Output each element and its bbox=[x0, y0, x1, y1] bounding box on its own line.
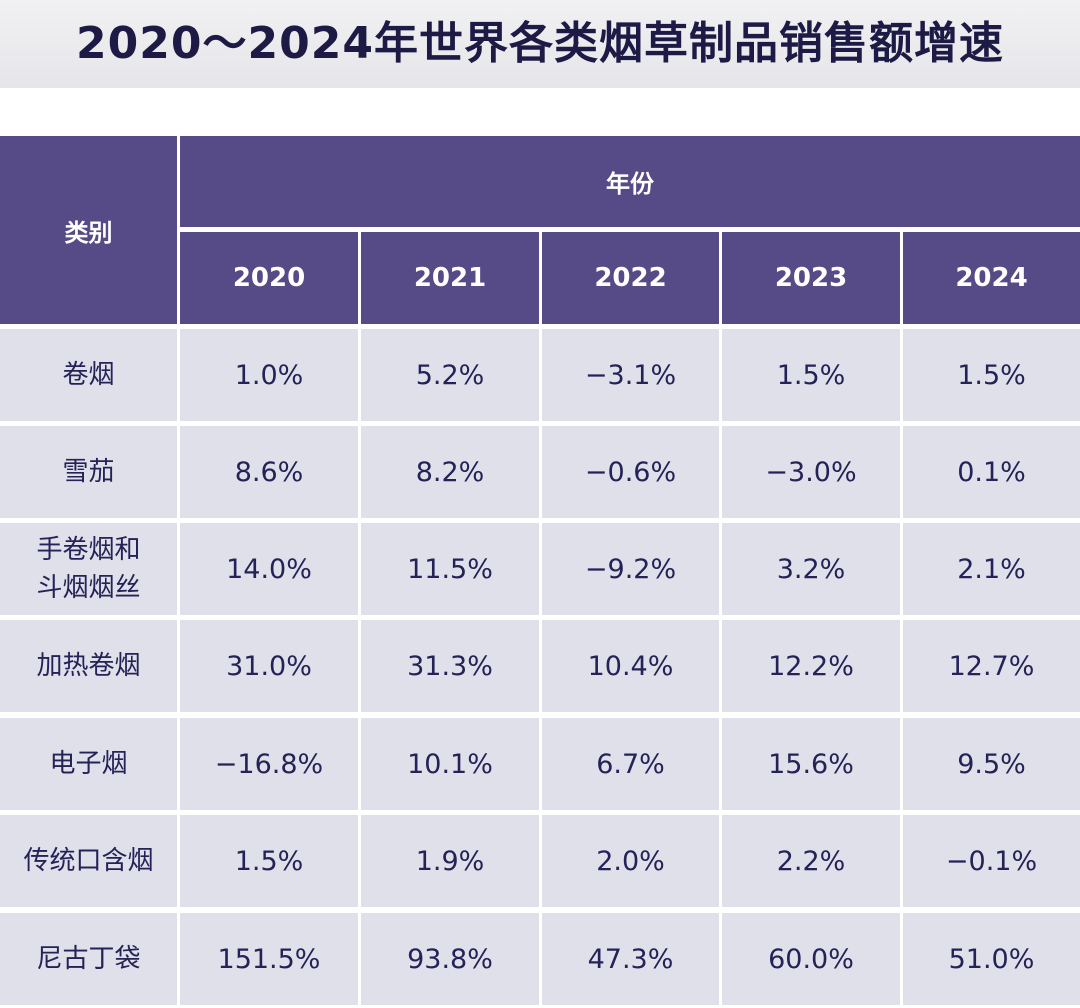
year-header: 2022 bbox=[542, 232, 719, 324]
category-label: 雪茄 bbox=[62, 453, 114, 491]
category-label-line: 尼古丁袋 bbox=[36, 944, 141, 974]
value-cell: 1.9% bbox=[361, 815, 539, 907]
value-cell: −0.6% bbox=[542, 426, 719, 518]
value-cell: 10.4% bbox=[542, 620, 719, 712]
value-cell: 8.6% bbox=[180, 426, 358, 518]
value-cell: 51.0% bbox=[903, 913, 1080, 1005]
category-cell: 尼古丁袋 bbox=[0, 913, 177, 1005]
value-cell: −3.0% bbox=[722, 426, 900, 518]
value-cell: 9.5% bbox=[903, 718, 1080, 810]
value-cell: 15.6% bbox=[722, 718, 900, 810]
value-cell: 3.2% bbox=[722, 523, 900, 615]
year-header: 2020 bbox=[180, 232, 358, 324]
category-label-line: 斗烟烟丝 bbox=[36, 573, 141, 603]
value-cell: 2.0% bbox=[542, 815, 719, 907]
year-header: 2021 bbox=[361, 232, 539, 324]
category-label-line: 雪茄 bbox=[62, 457, 115, 487]
value-cell: 12.7% bbox=[903, 620, 1080, 712]
title-band bbox=[0, 0, 1080, 88]
value-cell: 47.3% bbox=[542, 913, 719, 1005]
category-label-line: 加热卷烟 bbox=[36, 651, 141, 681]
category-label-line: 卷烟 bbox=[62, 360, 115, 390]
value-cell: 1.5% bbox=[180, 815, 358, 907]
category-header: 类别 bbox=[0, 136, 177, 324]
category-label: 电子烟 bbox=[49, 745, 127, 783]
category-label: 传统口含烟 bbox=[23, 842, 153, 880]
value-cell: −9.2% bbox=[542, 523, 719, 615]
year-header: 2023 bbox=[722, 232, 900, 324]
category-label: 加热卷烟 bbox=[36, 647, 140, 685]
value-cell: 1.5% bbox=[722, 329, 900, 421]
value-cell: −3.1% bbox=[542, 329, 719, 421]
value-cell: 1.5% bbox=[903, 329, 1080, 421]
category-label: 卷烟 bbox=[62, 356, 114, 394]
value-cell: 31.0% bbox=[180, 620, 358, 712]
category-cell: 雪茄 bbox=[0, 426, 177, 518]
value-cell: 1.0% bbox=[180, 329, 358, 421]
value-cell: −0.1% bbox=[903, 815, 1080, 907]
value-cell: 5.2% bbox=[361, 329, 539, 421]
category-cell: 传统口含烟 bbox=[0, 815, 177, 907]
category-label-line: 电子烟 bbox=[49, 749, 128, 779]
category-cell: 手卷烟和 斗烟烟丝 bbox=[0, 523, 177, 615]
year-header: 2024 bbox=[903, 232, 1080, 324]
category-label-line: 传统口含烟 bbox=[23, 846, 154, 876]
value-cell: 11.5% bbox=[361, 523, 539, 615]
value-cell: 151.5% bbox=[180, 913, 358, 1005]
category-label-line: 手卷烟和 bbox=[36, 535, 141, 565]
value-cell: 31.3% bbox=[361, 620, 539, 712]
value-cell: 6.7% bbox=[542, 718, 719, 810]
value-cell: 93.8% bbox=[361, 913, 539, 1005]
category-label: 尼古丁袋 bbox=[36, 940, 140, 978]
year-group-header: 年份 bbox=[180, 136, 1080, 227]
category-cell: 电子烟 bbox=[0, 718, 177, 810]
category-cell: 加热卷烟 bbox=[0, 620, 177, 712]
value-cell: 0.1% bbox=[903, 426, 1080, 518]
category-cell: 卷烟 bbox=[0, 329, 177, 421]
value-cell: −16.8% bbox=[180, 718, 358, 810]
category-label: 手卷烟和 斗烟烟丝 bbox=[36, 531, 140, 607]
value-cell: 10.1% bbox=[361, 718, 539, 810]
value-cell: 12.2% bbox=[722, 620, 900, 712]
value-cell: 14.0% bbox=[180, 523, 358, 615]
value-cell: 60.0% bbox=[722, 913, 900, 1005]
page-title: 2020～2024年世界各类烟草制品销售额增速 bbox=[76, 18, 1004, 69]
value-cell: 2.1% bbox=[903, 523, 1080, 615]
value-cell: 2.2% bbox=[722, 815, 900, 907]
spacer bbox=[0, 88, 1080, 136]
growth-table: 类别 年份 2020 2021 2022 2023 2024 卷烟 1.0% 5.2% −3.1… bbox=[0, 136, 1080, 1008]
value-cell: 8.2% bbox=[361, 426, 539, 518]
